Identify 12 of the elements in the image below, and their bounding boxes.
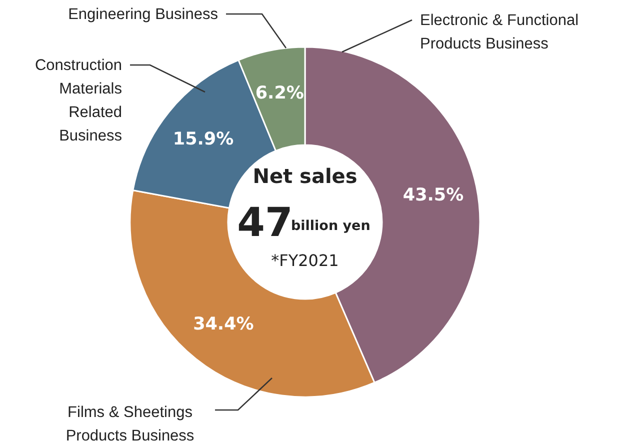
text: 47 <box>237 200 293 246</box>
slice-label: Electronic & Functional Products Business <box>420 12 579 52</box>
slice-label: Construction Materials Related Business <box>34 56 122 144</box>
text: *FY2021 <box>271 251 339 270</box>
text: billion yen <box>291 218 370 234</box>
slice-label: Films & Sheetings Products Business <box>66 404 194 444</box>
data-label: 43.5% <box>402 185 464 206</box>
text: Net sales <box>252 164 358 188</box>
data-label: 15.9% <box>172 129 234 150</box>
slice-label: Engineering Business <box>68 6 218 22</box>
data-label: 34.4% <box>193 314 254 334</box>
data-label: 6.2% <box>255 83 304 104</box>
